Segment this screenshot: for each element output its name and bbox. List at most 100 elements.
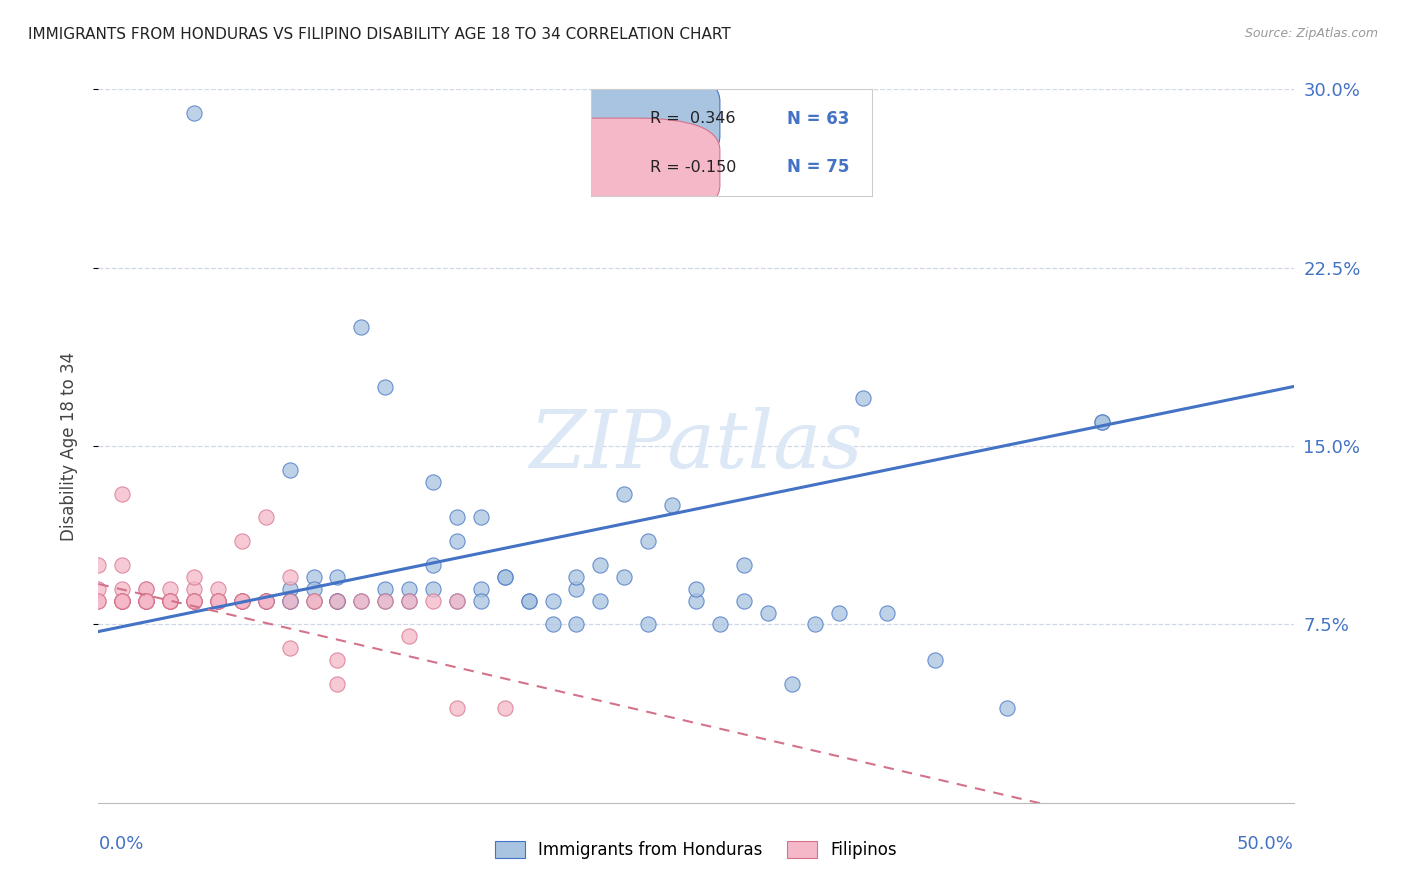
Point (685, 593, 707, 607)
Point (231, 593, 253, 607)
Point (278, 463, 301, 477)
Point (183, 582, 205, 596)
Point (422, 582, 444, 596)
Point (135, 593, 157, 607)
Point (231, 593, 253, 607)
Point (637, 617, 659, 632)
Point (1091, 415, 1114, 429)
FancyBboxPatch shape (515, 69, 720, 169)
Point (111, 593, 134, 607)
Point (446, 510, 468, 524)
Point (326, 570, 349, 584)
Point (446, 593, 468, 607)
Point (207, 593, 229, 607)
Point (326, 593, 349, 607)
Point (111, 593, 134, 607)
Point (278, 570, 301, 584)
Text: 0.0%: 0.0% (98, 835, 143, 853)
Point (422, 593, 444, 607)
Point (231, 593, 253, 607)
Text: ZIPatlas: ZIPatlas (529, 408, 863, 484)
Text: N = 75: N = 75 (787, 159, 849, 177)
Point (87, 558, 110, 572)
Point (613, 570, 636, 584)
Point (111, 486, 134, 500)
Point (302, 570, 325, 584)
Point (709, 617, 731, 632)
Point (422, 475, 444, 489)
Point (111, 593, 134, 607)
Point (589, 558, 612, 572)
Point (254, 593, 277, 607)
Point (254, 593, 277, 607)
Point (159, 593, 181, 607)
Point (637, 534, 659, 549)
Point (111, 593, 134, 607)
FancyBboxPatch shape (515, 118, 720, 218)
Point (398, 629, 420, 643)
Point (159, 582, 181, 596)
Point (398, 593, 420, 607)
Point (350, 593, 373, 607)
Point (111, 593, 134, 607)
Point (207, 593, 229, 607)
Point (254, 593, 277, 607)
Point (398, 593, 420, 607)
Point (278, 641, 301, 656)
Point (517, 593, 540, 607)
Point (470, 582, 492, 596)
Point (685, 582, 707, 596)
Text: IMMIGRANTS FROM HONDURAS VS FILIPINO DISABILITY AGE 18 TO 34 CORRELATION CHART: IMMIGRANTS FROM HONDURAS VS FILIPINO DIS… (28, 27, 731, 42)
Point (804, 617, 827, 632)
Text: Source: ZipAtlas.com: Source: ZipAtlas.com (1244, 27, 1378, 40)
Point (111, 593, 134, 607)
Point (183, 593, 205, 607)
Point (183, 570, 205, 584)
Point (302, 593, 325, 607)
Point (278, 593, 301, 607)
Point (183, 593, 205, 607)
Point (207, 593, 229, 607)
Point (254, 593, 277, 607)
Point (302, 593, 325, 607)
Point (733, 593, 755, 607)
Point (159, 593, 181, 607)
Point (661, 499, 683, 513)
Point (565, 617, 588, 632)
Point (135, 593, 157, 607)
Point (278, 582, 301, 596)
Point (494, 570, 516, 584)
Point (995, 700, 1018, 714)
Point (733, 558, 755, 572)
Text: 50.0%: 50.0% (1237, 835, 1294, 853)
Point (470, 593, 492, 607)
Point (231, 593, 253, 607)
Point (207, 593, 229, 607)
Text: N = 63: N = 63 (787, 110, 849, 128)
Point (111, 558, 134, 572)
Point (613, 486, 636, 500)
Point (541, 593, 564, 607)
Point (159, 593, 181, 607)
Point (278, 593, 301, 607)
Point (159, 593, 181, 607)
Point (302, 582, 325, 596)
Point (326, 593, 349, 607)
Point (135, 593, 157, 607)
Point (374, 582, 396, 596)
Point (780, 677, 803, 691)
Point (852, 392, 875, 406)
Point (183, 593, 205, 607)
Point (470, 510, 492, 524)
Point (517, 593, 540, 607)
Point (565, 582, 588, 596)
Point (422, 558, 444, 572)
Point (183, 593, 205, 607)
Point (183, 106, 205, 120)
Point (1091, 415, 1114, 429)
Point (183, 593, 205, 607)
Point (326, 653, 349, 667)
Point (159, 593, 181, 607)
Point (135, 593, 157, 607)
Point (326, 593, 349, 607)
